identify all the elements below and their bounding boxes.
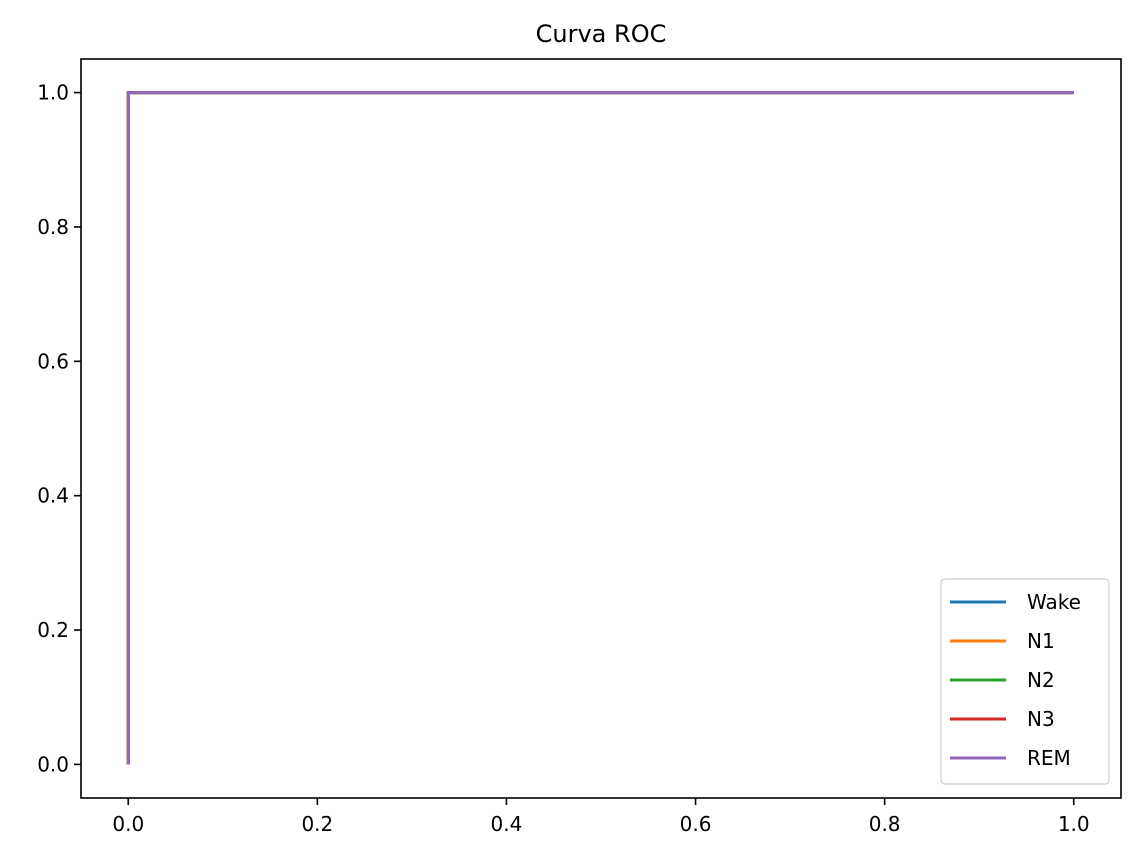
y-tick-label: 0.2 xyxy=(37,618,69,642)
x-axis: 0.0 0.2 0.4 0.6 0.8 1.0 xyxy=(112,798,1090,836)
x-tick-label: 0.8 xyxy=(869,812,901,836)
series-line-n3 xyxy=(126,91,1074,765)
y-tick-label: 0.4 xyxy=(37,484,69,508)
legend: Wake N1 N2 N3 REM xyxy=(940,578,1110,785)
x-tick-label: 1.0 xyxy=(1058,812,1090,836)
legend-box xyxy=(940,578,1110,785)
y-tick-label: 0.8 xyxy=(37,215,69,239)
series-line-n1 xyxy=(126,91,1074,765)
legend-label: N2 xyxy=(1027,668,1055,692)
y-tick-label: 0.0 xyxy=(37,752,69,776)
series-layer xyxy=(126,91,1074,765)
y-axis: 0.0 0.2 0.4 0.6 0.8 1.0 xyxy=(37,81,81,776)
y-tick-label: 1.0 xyxy=(37,81,69,105)
chart-title: Curva ROC xyxy=(536,20,667,48)
series-line-wake xyxy=(126,91,1074,765)
y-tick-label: 0.6 xyxy=(37,349,69,373)
plot-frame xyxy=(80,58,1122,799)
x-tick-label: 0.2 xyxy=(301,812,333,836)
series-line-rem xyxy=(126,91,1074,765)
x-tick-label: 0.0 xyxy=(112,812,144,836)
legend-label: REM xyxy=(1027,746,1071,770)
x-tick-label: 0.6 xyxy=(680,812,712,836)
legend-label: N1 xyxy=(1027,629,1055,653)
legend-label: Wake xyxy=(1027,590,1081,614)
x-tick-label: 0.4 xyxy=(491,812,523,836)
series-line-n2 xyxy=(126,91,1074,765)
legend-label: N3 xyxy=(1027,707,1055,731)
